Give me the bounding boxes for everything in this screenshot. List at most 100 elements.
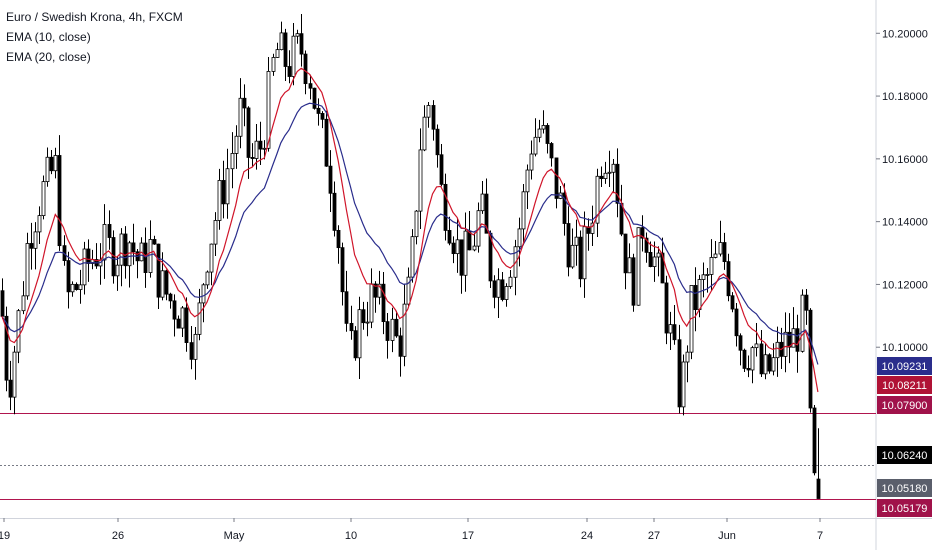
- candle-up: [533, 136, 538, 155]
- candle-down: [66, 260, 71, 293]
- price-badge-label: 10.09231: [882, 361, 928, 373]
- candle-down: [759, 343, 764, 375]
- candle-up: [472, 245, 477, 251]
- candle-up: [517, 228, 522, 248]
- candle-down: [644, 237, 649, 253]
- candle-down: [640, 227, 645, 239]
- candle-down: [816, 478, 821, 499]
- candle-down: [8, 379, 13, 398]
- candle-up: [234, 135, 239, 154]
- candle-down: [554, 157, 559, 199]
- candle-down: [381, 283, 386, 323]
- candle-down: [812, 407, 817, 474]
- candle-down: [123, 233, 128, 267]
- candle-down: [299, 33, 304, 55]
- candle-up: [402, 303, 407, 357]
- candle-up: [205, 271, 210, 286]
- candle-up: [607, 171, 612, 174]
- candle-down: [131, 242, 136, 253]
- candle-up: [275, 49, 280, 58]
- candle-down: [451, 242, 456, 255]
- candle-up: [414, 210, 419, 238]
- candle-down: [344, 291, 349, 324]
- candle-down: [324, 118, 329, 167]
- candle-up: [213, 220, 218, 245]
- candle-up: [115, 264, 120, 277]
- candle-down: [615, 163, 620, 204]
- candle-down: [258, 140, 263, 150]
- candle-down: [143, 242, 148, 273]
- candle-up: [262, 147, 267, 150]
- candle-up: [508, 276, 513, 287]
- candle-down: [283, 32, 288, 67]
- candle-up: [422, 116, 427, 151]
- candle-up: [652, 256, 657, 267]
- candle-down: [672, 324, 677, 341]
- candle-down: [648, 251, 653, 267]
- price-badge: [877, 446, 932, 464]
- x-tick-label: 27: [648, 530, 660, 542]
- candle-up: [656, 252, 661, 258]
- candle-down: [808, 309, 813, 409]
- candle-up: [800, 294, 805, 352]
- candle-down: [631, 257, 636, 306]
- candle-down: [29, 243, 34, 249]
- candle-up: [521, 191, 526, 230]
- candle-down: [730, 295, 735, 310]
- x-tick-label: Jun: [718, 530, 736, 542]
- candle-up: [279, 32, 284, 51]
- candle-up: [480, 193, 485, 212]
- candle-down: [172, 300, 177, 320]
- candle-down: [738, 335, 743, 351]
- candle-down: [176, 318, 181, 329]
- ema10-line: [1, 67, 819, 393]
- candle-up: [53, 155, 58, 172]
- candle-down: [250, 157, 255, 159]
- candle-up: [266, 71, 271, 149]
- candle-up: [160, 270, 165, 298]
- candle-up: [82, 248, 87, 286]
- candle-up: [496, 279, 501, 298]
- x-tick-label: 17: [462, 530, 474, 542]
- candle-down: [332, 192, 337, 231]
- candle-down: [734, 308, 739, 337]
- y-tick-label: 10.14000: [882, 217, 928, 229]
- legend-ema10: EMA (10, close): [6, 30, 91, 44]
- candle-up: [463, 230, 468, 276]
- candle-down: [168, 293, 173, 302]
- price-badge: [877, 479, 932, 497]
- candle-up: [791, 328, 796, 348]
- candle-down: [49, 156, 54, 172]
- x-tick-label: 26: [112, 530, 124, 542]
- candle-down: [74, 283, 79, 290]
- candle-up: [12, 351, 17, 398]
- candle-down: [373, 283, 378, 298]
- candle-up: [590, 222, 595, 234]
- candle-down: [599, 175, 604, 179]
- legend-title: Euro / Swedish Krona, 4h, FXCM: [6, 10, 183, 24]
- price-badge-label: 10.05179: [882, 503, 928, 515]
- candle-up: [668, 324, 673, 334]
- candle-up: [201, 284, 206, 304]
- candle-down: [439, 154, 444, 185]
- candle-down: [767, 354, 772, 372]
- candle-down: [660, 252, 665, 284]
- candle-down: [545, 125, 550, 144]
- candle-up: [529, 153, 534, 171]
- candle-up: [595, 175, 600, 224]
- candle-up: [763, 354, 768, 375]
- candle-down: [722, 242, 727, 263]
- candle-down: [623, 233, 628, 274]
- candle-up: [570, 244, 575, 268]
- candle-up: [713, 253, 718, 258]
- candle-up: [41, 181, 46, 216]
- candle-up: [537, 128, 542, 138]
- candle-up: [525, 169, 530, 193]
- candle-down: [86, 248, 91, 264]
- candle-up: [705, 274, 710, 276]
- candle-up: [127, 242, 132, 267]
- candle-up: [254, 140, 259, 159]
- candle-down: [431, 105, 436, 130]
